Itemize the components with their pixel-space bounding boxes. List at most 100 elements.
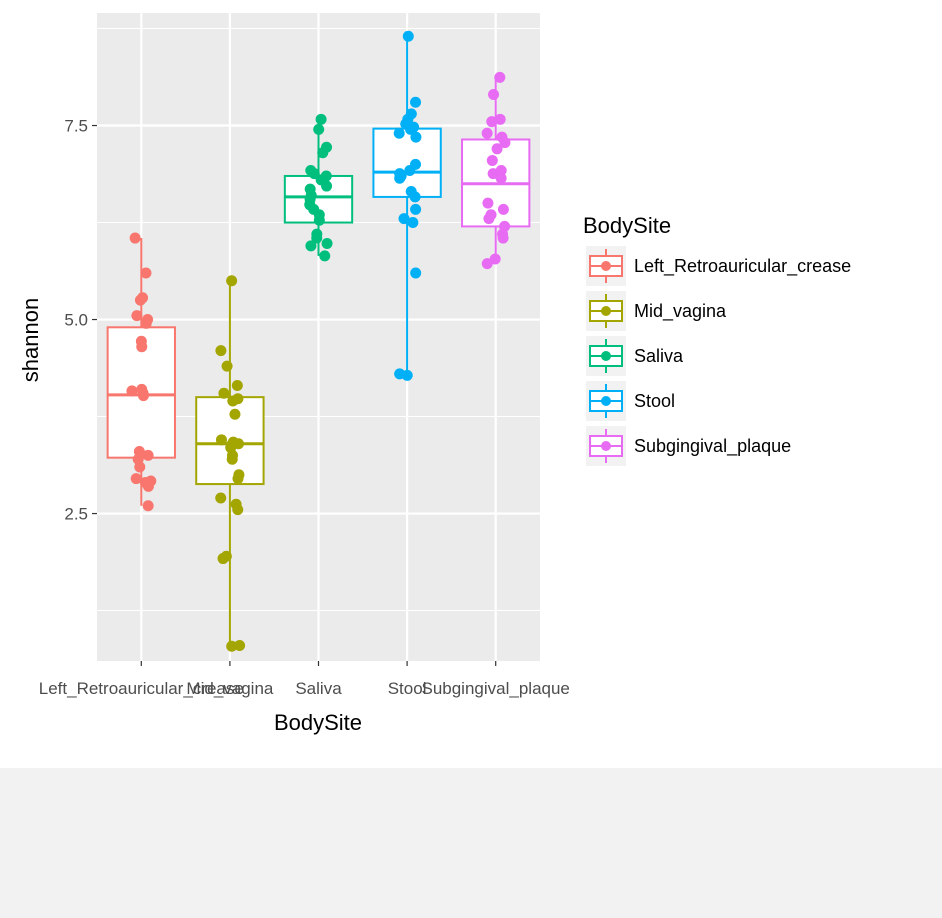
boxplot-chart: 2.5 5.0 7.5 Left_Retroauricular_crease Mid_v… <box>18 13 851 735</box>
data-point <box>226 453 238 465</box>
data-point <box>404 165 416 177</box>
data-point <box>215 434 227 446</box>
legend-key-point <box>601 351 611 361</box>
data-point <box>232 504 244 516</box>
data-point <box>481 258 493 270</box>
data-point <box>486 116 498 128</box>
data-point <box>229 408 241 420</box>
data-point <box>410 203 422 215</box>
data-point <box>497 232 509 244</box>
legend-item-left-retroauricular-crease: Left_Retroauricular_crease <box>586 246 851 286</box>
axes: 2.5 5.0 7.5 Left_Retroauricular_creaseMid_v… <box>39 117 570 698</box>
box <box>372 127 442 198</box>
data-point <box>140 317 152 329</box>
data-point <box>319 250 331 262</box>
data-point <box>226 275 238 287</box>
data-point <box>313 123 325 135</box>
data-point <box>142 449 154 461</box>
data-point <box>136 341 148 353</box>
data-point <box>393 127 405 139</box>
data-point <box>218 387 230 399</box>
page-footer-band <box>0 768 942 918</box>
data-point <box>321 237 333 249</box>
series-group-left-retroauricular-crease <box>106 232 176 512</box>
x-tick-label: Saliva <box>295 679 342 698</box>
x-tick-label: Stool <box>388 679 427 698</box>
data-point <box>398 213 410 225</box>
data-point <box>394 172 406 184</box>
data-point <box>311 232 323 244</box>
data-point <box>494 71 506 83</box>
data-point <box>131 310 143 322</box>
data-point <box>134 461 146 473</box>
data-point <box>482 197 494 209</box>
data-point <box>137 390 149 402</box>
data-point <box>134 294 146 306</box>
legend-label: Saliva <box>634 346 684 366</box>
legend: BodySite Left_Retroauricular_crease Mid_v… <box>583 213 851 466</box>
data-point <box>402 30 414 42</box>
y-tick-label: 5.0 <box>64 311 88 330</box>
data-point <box>321 180 333 192</box>
series-group-mid-vagina <box>195 275 265 652</box>
x-tick-label: Subgingival_plaque <box>421 679 569 698</box>
data-point <box>217 553 229 565</box>
x-tick-label: Left_Retroauricular_crease <box>39 679 244 698</box>
series-group-subgingival-plaque <box>461 71 531 270</box>
data-layer <box>106 30 531 652</box>
data-point <box>221 360 233 372</box>
data-point <box>405 123 417 135</box>
data-point <box>315 113 327 125</box>
data-point <box>142 480 154 492</box>
data-point <box>234 639 246 651</box>
data-point <box>491 143 503 155</box>
data-point <box>483 213 495 225</box>
data-point <box>410 267 422 279</box>
legend-item-stool: Stool <box>586 381 675 421</box>
data-point <box>130 473 142 485</box>
data-point <box>410 131 422 143</box>
legend-key-point <box>601 396 611 406</box>
data-point <box>231 380 243 392</box>
chart-area: 2.5 5.0 7.5 Left_Retroauricular_crease Mid_v… <box>18 13 852 735</box>
data-point <box>215 492 227 504</box>
series-group-stool <box>372 30 442 381</box>
legend-key-point <box>601 306 611 316</box>
data-point <box>215 345 227 357</box>
legend-item-subgingival-plaque: Subgingival_plaque <box>586 426 791 466</box>
data-point <box>317 147 329 159</box>
data-point <box>410 96 422 108</box>
data-point <box>305 240 317 252</box>
data-point <box>487 168 499 180</box>
data-point <box>142 500 154 512</box>
data-point <box>499 137 511 149</box>
series-group-saliva <box>283 113 354 262</box>
data-point <box>409 191 421 203</box>
data-point <box>497 203 509 215</box>
y-tick-label: 7.5 <box>64 117 88 136</box>
data-point <box>226 640 238 652</box>
legend-label: Left_Retroauricular_crease <box>634 256 851 277</box>
data-point <box>140 267 152 279</box>
legend-item-mid-vagina: Mid_vagina <box>586 291 727 331</box>
legend-label: Mid_vagina <box>634 301 727 322</box>
x-axis-title: BodySite <box>274 710 362 735</box>
legend-key-point <box>601 261 611 271</box>
data-point <box>232 473 244 485</box>
data-point <box>489 253 501 265</box>
legend-label: Stool <box>634 391 675 411</box>
data-point <box>126 385 138 397</box>
data-point <box>481 127 493 139</box>
y-axis-title: shannon <box>18 298 43 382</box>
data-point <box>129 232 141 244</box>
legend-label: Subgingival_plaque <box>634 436 791 457</box>
data-point <box>494 113 506 125</box>
data-point <box>313 214 325 226</box>
data-point <box>407 217 419 229</box>
data-point <box>486 154 498 166</box>
legend-item-saliva: Saliva <box>586 336 684 376</box>
data-point <box>227 395 239 407</box>
data-point <box>401 369 413 381</box>
y-tick-label: 2.5 <box>64 505 88 524</box>
data-point <box>488 88 500 100</box>
